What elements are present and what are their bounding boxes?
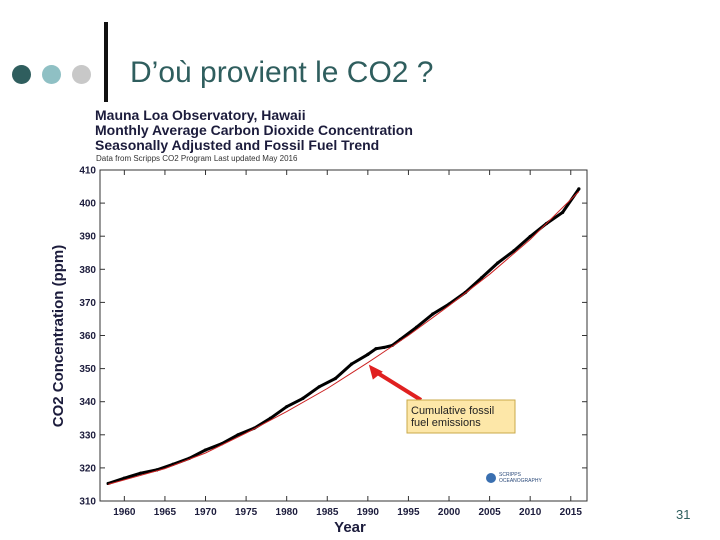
x-tick-label: 1995: [397, 507, 420, 518]
observed-co2-line: [107, 188, 581, 485]
x-tick-label: 2015: [560, 507, 583, 518]
annotation-arrow-head: [368, 364, 383, 380]
observed-co2-point: [382, 345, 386, 350]
plot-frame: [99, 169, 588, 502]
bullet-dot-teal: [42, 65, 61, 84]
observed-co2-point: [203, 448, 208, 452]
annotation-arrow-shaft: [372, 368, 423, 402]
x-tick-label: 1960: [113, 507, 136, 518]
observed-co2-point: [512, 249, 516, 253]
x-tick-label: 1985: [316, 507, 339, 518]
observed-co2-point: [366, 352, 370, 356]
annotation-text-line: fuel emissions: [411, 417, 481, 429]
scripps-logo-icon: [486, 473, 496, 483]
observed-co2-point: [479, 276, 484, 280]
observed-co2-point: [138, 471, 143, 475]
slide-title: D’où provient le CO2 ?: [130, 56, 434, 89]
bullet-dot-gray: [72, 65, 91, 84]
chart-source-note: Data from Scripps CO2 Program Last updat…: [96, 154, 298, 163]
y-tick-label: 380: [79, 265, 96, 276]
observed-co2-point: [577, 187, 581, 191]
y-tick-label: 400: [79, 199, 96, 210]
observed-co2-point: [561, 210, 565, 214]
y-tick-label: 320: [79, 463, 96, 474]
x-tick-label: 1965: [154, 507, 177, 518]
observed-co2-point: [333, 376, 337, 381]
y-tick-label: 350: [79, 364, 96, 375]
x-tick-label: 2000: [438, 507, 461, 518]
observed-co2-point: [350, 362, 354, 366]
observed-co2-point: [122, 476, 126, 480]
scripps-logo-text: OCEANOGRAPHY: [499, 478, 542, 484]
observed-co2-point: [431, 312, 435, 316]
y-tick-label: 310: [79, 497, 96, 508]
observed-co2-point: [317, 385, 321, 389]
annotation-text-line: Cumulative fossil: [411, 405, 494, 417]
y-tick-label: 360: [79, 331, 96, 342]
observed-co2-point: [414, 325, 419, 329]
chart-title-line-1: Mauna Loa Observatory, Hawaii: [95, 107, 306, 123]
scripps-logo-text: SCRIPPS: [499, 472, 522, 478]
x-tick-label: 2005: [478, 507, 501, 518]
observed-co2-point: [268, 416, 273, 420]
chart-title-line-2: Monthly Average Carbon Dioxide Concentra…: [95, 122, 413, 138]
title-divider: [104, 22, 108, 102]
x-tick-label: 2010: [519, 507, 542, 518]
observed-co2-point: [285, 405, 289, 409]
observed-co2-point: [496, 261, 500, 265]
y-tick-label: 410: [79, 166, 96, 177]
x-axis-label: Year: [334, 519, 366, 536]
fossil-fuel-trend-line: [107, 191, 580, 485]
chart-title: Mauna Loa Observatory, Hawaii Monthly Av…: [95, 108, 413, 153]
observed-co2-point: [301, 396, 305, 400]
x-tick-label: 1980: [276, 507, 299, 518]
observed-co2-point: [236, 433, 240, 437]
page-number: 31: [676, 507, 691, 522]
y-tick-label: 340: [79, 397, 96, 408]
x-tick-label: 1970: [194, 507, 217, 518]
chart-title-line-3: Seasonally Adjusted and Fossil Fuel Tren…: [95, 137, 380, 153]
observed-co2-point: [528, 234, 532, 239]
x-tick-label: 1975: [235, 507, 258, 518]
y-tick-label: 330: [79, 430, 96, 441]
observed-co2-point: [374, 347, 378, 351]
x-tick-label: 1990: [357, 507, 380, 518]
y-tick-label: 370: [79, 298, 96, 309]
y-axis-label: CO2 Concentration (ppm): [50, 245, 67, 428]
y-tick-label: 390: [79, 232, 96, 243]
bullet-dot-dark: [12, 65, 31, 84]
annotation-box: [406, 399, 516, 434]
